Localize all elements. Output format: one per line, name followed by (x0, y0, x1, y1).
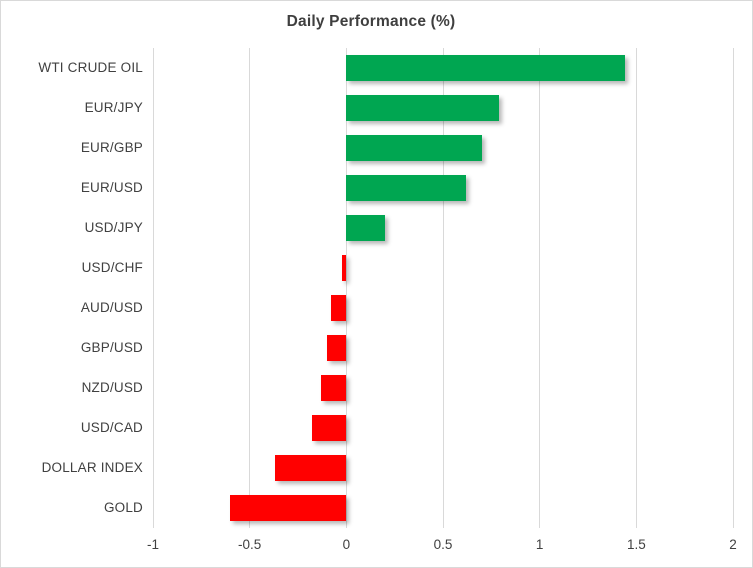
x-tick-label-2: 2 (729, 537, 737, 552)
gridline-1 (539, 48, 541, 528)
category-label-dollar-index: DOLLAR INDEX (41, 460, 143, 475)
category-label-eur-gbp: EUR/GBP (80, 140, 143, 155)
category-label-eur-usd: EUR/USD (80, 180, 143, 195)
bar-usd-cad (311, 415, 347, 441)
gridline--1 (152, 48, 154, 528)
x-tick-label-0: 0 (342, 537, 351, 552)
bar-nzd-usd (321, 375, 347, 401)
chart-title: Daily Performance (%) (286, 13, 456, 30)
plot-area (152, 48, 734, 528)
category-label-aud-usd: AUD/USD (80, 300, 143, 315)
gridline-0 (345, 48, 347, 528)
category-label-eur-jpy: EUR/JPY (84, 100, 143, 115)
bar-usd-jpy (346, 215, 385, 241)
gridline-1.5 (635, 48, 637, 528)
bar-usd-chf (342, 255, 347, 281)
x-tick-label-1.5: 1.5 (626, 537, 646, 552)
category-label-gold: GOLD (103, 500, 143, 515)
category-label-usd-chf: USD/CHF (81, 260, 143, 275)
category-label-wti-crude-oil: WTI CRUDE OIL (38, 60, 143, 75)
bar-eur-jpy (346, 95, 500, 121)
category-label-usd-cad: USD/CAD (80, 420, 143, 435)
category-label-nzd-usd: NZD/USD (81, 380, 143, 395)
bar-dollar-index (274, 455, 347, 481)
bar-eur-gbp (346, 135, 482, 161)
gridline-0.5 (442, 48, 444, 528)
category-label-usd-jpy: USD/JPY (84, 220, 143, 235)
bar-gbp-usd (327, 335, 347, 361)
bar-wti-crude-oil (346, 55, 625, 81)
x-tick-label-0.5: 0.5 (433, 537, 453, 552)
x-tick-label--1: -1 (146, 537, 160, 552)
bar-aud-usd (330, 295, 347, 321)
x-tick-label--0.5: -0.5 (238, 537, 262, 552)
bar-eur-usd (346, 175, 467, 201)
x-tick-label-1: 1 (535, 537, 544, 552)
bar-gold (230, 495, 347, 521)
gridline--0.5 (249, 48, 251, 528)
gridline-2 (732, 48, 734, 528)
category-label-gbp-usd: GBP/USD (80, 340, 143, 355)
value-axis: -1 -0.5 0 0.5 1 1.5 2 (147, 528, 737, 562)
category-axis: WTI CRUDE OIL EUR/JPY EUR/GBP EUR/USD USD/JP… (1, 48, 143, 528)
